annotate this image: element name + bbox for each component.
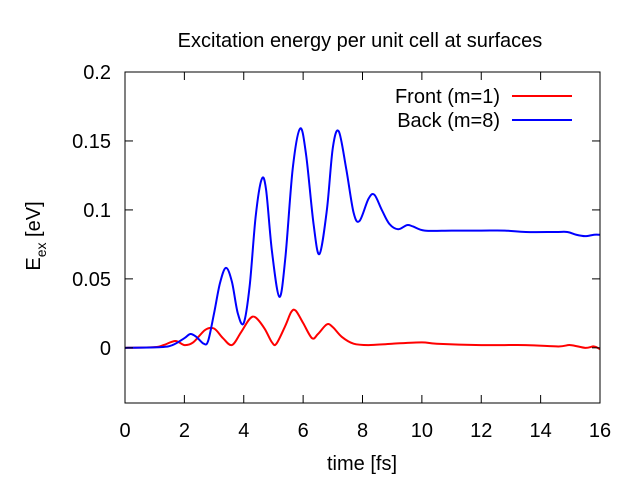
legend-label: Front (m=1): [395, 86, 500, 108]
x-tick-label: 16: [589, 420, 611, 442]
x-tick-label: 14: [530, 420, 552, 442]
legend-label: Back (m=8): [397, 110, 500, 132]
chart-title: Excitation energy per unit cell at surfa…: [178, 30, 543, 52]
y-tick-label: 0.1: [83, 200, 111, 222]
y-axis-label: Eex [eV]: [23, 201, 49, 270]
x-axis-label: time [fs]: [327, 453, 397, 475]
x-tick-label: 6: [298, 420, 309, 442]
x-tick-label: 10: [411, 420, 433, 442]
y-axis-label-unit: [eV]: [23, 201, 45, 242]
x-tick-label: 12: [470, 420, 492, 442]
x-tick-label: 2: [179, 420, 190, 442]
legend: Front (m=1)Back (m=8): [395, 86, 572, 132]
ticks-layer: 0 2 4 6 8 10 12 14 16 0 0.05 0.1 0.15 0.2: [72, 62, 611, 442]
series-layer: [124, 127, 601, 351]
y-axis-label-main: E: [23, 257, 45, 270]
y-tick-label: 0.15: [72, 131, 111, 153]
series-line-back: [124, 127, 601, 349]
x-tick-label: 8: [357, 420, 368, 442]
plot-frame: [124, 71, 601, 404]
series-line-front: [124, 308, 601, 351]
y-axis-label-subscript: ex: [33, 243, 49, 258]
y-tick-label: 0.05: [72, 269, 111, 291]
x-tick-label: 4: [238, 420, 249, 442]
y-tick-label: 0.2: [83, 62, 111, 84]
y-tick-label: 0: [100, 338, 111, 360]
x-tick-label: 0: [119, 420, 130, 442]
